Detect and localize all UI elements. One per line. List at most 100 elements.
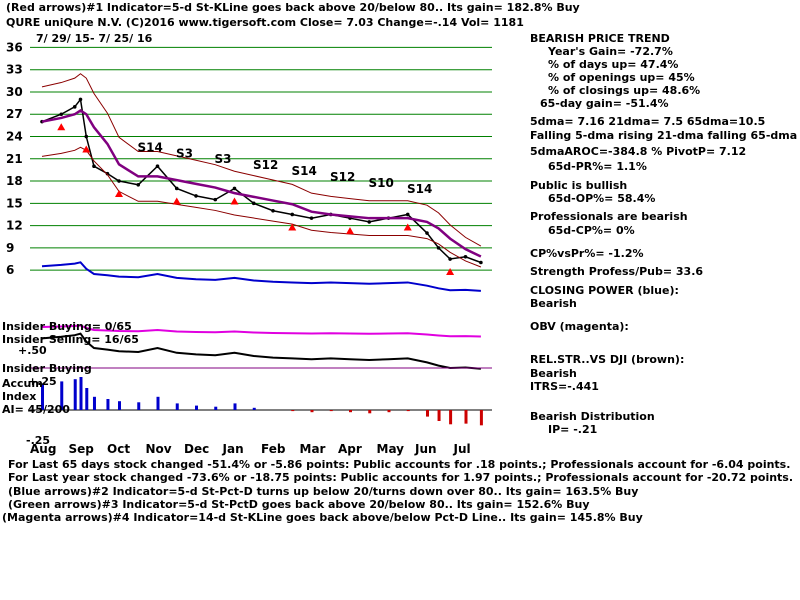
itrs-value: ITRS=-.441 [530, 380, 599, 393]
trend-title: BEARISH PRICE TREND [530, 32, 670, 45]
buy-arrow [115, 190, 123, 198]
accum-bar [368, 410, 372, 414]
footer-line-2: For Last year stock changed -73.6% or -1… [8, 471, 794, 484]
rel-strength-line [41, 332, 481, 370]
public-status: Public is bullish [530, 179, 628, 192]
accum-bar [214, 406, 218, 410]
buy-arrow [230, 197, 239, 205]
obv-line [41, 324, 481, 338]
accum-bar [233, 403, 237, 410]
y-tick-12: 12 [6, 219, 23, 233]
insider-selling-label: Insider Selling= 16/65 [2, 333, 139, 346]
y-tick-6: 6 [6, 263, 14, 277]
price-point [117, 179, 121, 183]
price-point [309, 216, 314, 220]
price-point [232, 186, 237, 191]
price-point [213, 197, 218, 202]
y-tick-15: 15 [6, 196, 23, 210]
aroc: 5dmaAROC=-384.8 % PivotP= 7.12 [530, 145, 747, 158]
accum-bar [41, 383, 44, 410]
y-tick-36: 36 [6, 40, 23, 54]
x-tick-feb: Feb [261, 442, 286, 456]
accum-bar [291, 410, 295, 412]
chart-arrows [57, 123, 455, 276]
y-tick-24: 24 [6, 130, 23, 144]
annotation-label: S3 [176, 146, 193, 160]
cp-value: 65d-CP%= 0% [548, 224, 635, 237]
x-tick-mar: Mar [300, 442, 326, 456]
closing-power-state: Bearish [530, 297, 577, 310]
ip-value: IP= -.21 [548, 423, 598, 436]
professionals-status: Professionals are bearish [530, 210, 688, 223]
accum-bar [310, 410, 314, 413]
x-tick-aug: Aug [30, 442, 56, 456]
accum-bar [449, 410, 453, 425]
buy-arrow [346, 227, 354, 235]
pr-value: 65d-PR%= 1.1% [548, 160, 647, 173]
accum-bar [156, 396, 160, 410]
price-point [290, 212, 295, 217]
y-tick-33: 33 [6, 63, 23, 77]
cp-vs-pr: CP%vsPr%= -1.2% [530, 247, 644, 260]
gain-65d: 65-day gain= -51.4% [540, 97, 669, 110]
price-point [425, 231, 429, 235]
buy-arrow [446, 268, 455, 276]
annotation-label: S14 [292, 164, 317, 178]
closing-power-label: CLOSING POWER (blue): [530, 284, 679, 297]
price-point [72, 105, 77, 109]
accum-bar [79, 377, 83, 410]
buy-arrow [288, 223, 297, 231]
accum-bar [437, 410, 441, 421]
header-indicator-line: (Red arrows)#1 Indicator=5-d St-KLine go… [6, 1, 580, 14]
accum-bar [73, 379, 77, 410]
footer-line-4: (Green arrows)#3 Indicator=5-d St-PctD g… [8, 498, 590, 511]
accum-bar [195, 405, 198, 410]
insider-buying-label: Insider Buying= 0/65 [2, 320, 132, 333]
accum-bar [329, 410, 333, 412]
price-point [448, 257, 452, 261]
years-gain: Year's Gain= -72.7% [548, 45, 673, 58]
openings-up: % of openings up= 45% [548, 71, 695, 84]
price-point [92, 164, 96, 169]
x-tick-may: May [377, 442, 405, 456]
accum-bar [60, 381, 64, 410]
footer-line-3: (Blue arrows)#2 Indicator=5-d St-Pct-D t… [8, 485, 639, 498]
price-point [155, 164, 160, 169]
x-tick-dec: Dec [184, 442, 209, 456]
accum-bar [175, 403, 179, 410]
x-tick-jun: Jun [414, 442, 437, 456]
accum-bar [137, 402, 141, 410]
price-point [436, 246, 441, 250]
closings-up: % of closings up= 48.6% [548, 84, 701, 97]
index-label: Index [2, 390, 37, 403]
price-point [136, 182, 141, 187]
accum-bar [464, 410, 468, 424]
price-point [105, 171, 110, 176]
y-tick-27: 27 [6, 107, 23, 121]
dma-trend: Falling 5-dma rising 21-dma falling 65-d… [530, 129, 798, 142]
y-axis-ticks: 36 33 30 27 24 21 18 15 12 9 6 [6, 40, 23, 277]
accum-bar [92, 396, 96, 410]
buy-arrow [403, 223, 412, 231]
price-point [78, 97, 83, 102]
distribution-label: Bearish Distribution [530, 410, 655, 423]
accum-bar [118, 401, 121, 410]
footer-line-1: For Last 65 days stock changed -51.4% or… [8, 458, 791, 471]
header-stock-line: QURE uniQure N.V. (C)2016 www.tigersoft.… [6, 16, 524, 29]
accum-label: Accum [2, 377, 43, 390]
strength: Strength Profess/Pub= 33.6 [530, 265, 704, 278]
ai-label: AI= 45/200 [2, 403, 70, 416]
annotation-label: S14 [407, 182, 432, 196]
ma-65-line [41, 109, 482, 258]
chart-annotations: S14 S3 S3 S12 S14 S12 S10 S14 [138, 140, 433, 196]
x-tick-apr: Apr [338, 442, 362, 456]
annotation-label: S3 [215, 152, 232, 166]
price-point [174, 186, 179, 191]
price-point [463, 254, 468, 259]
price-point [251, 201, 256, 206]
price-point [479, 260, 483, 265]
upper-band-line [41, 73, 482, 247]
accum-bar [349, 410, 352, 413]
accum-bar [85, 388, 89, 410]
